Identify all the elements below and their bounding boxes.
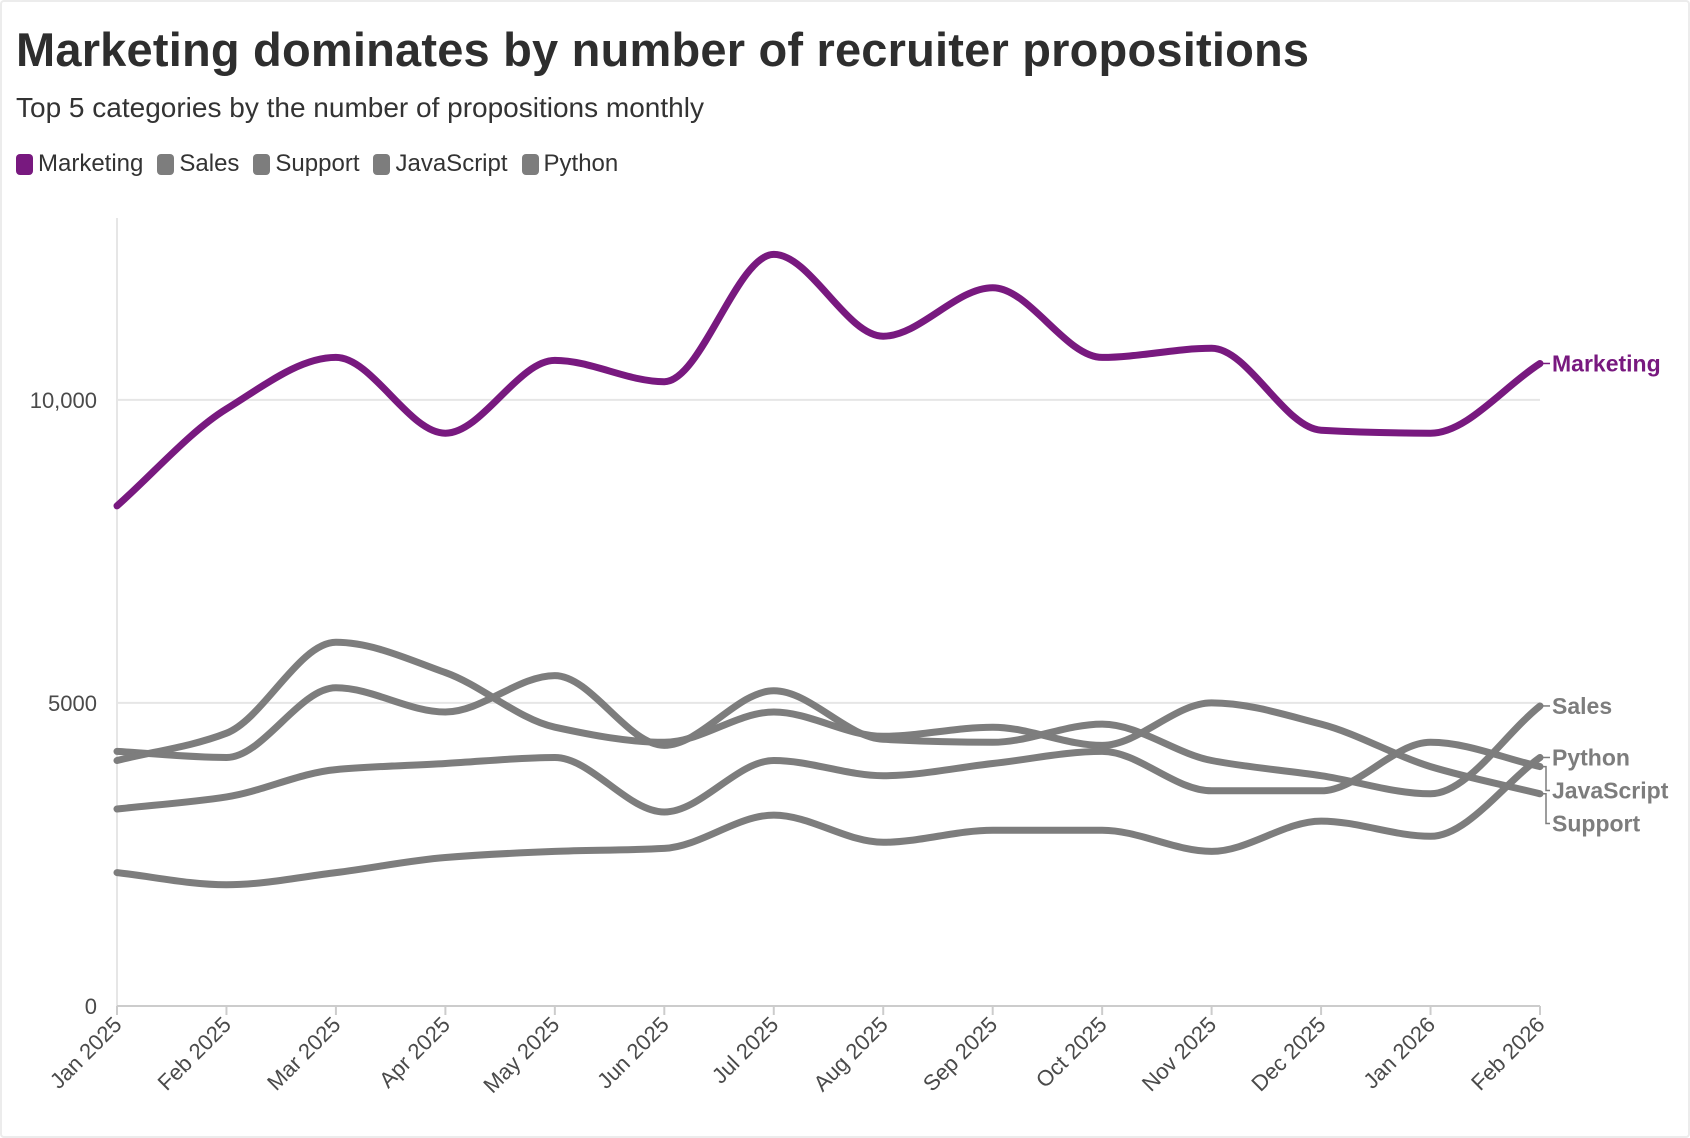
end-label-python: Python <box>1552 744 1630 770</box>
end-label-javascript: JavaScript <box>1552 777 1669 803</box>
legend-label-javascript: JavaScript <box>395 150 508 177</box>
legend-item-support[interactable]: Support <box>253 150 359 178</box>
end-label-connector-javascript <box>1542 765 1550 792</box>
series-line-marketing[interactable] <box>113 250 1544 510</box>
legend-label-sales: Sales <box>179 150 240 177</box>
x-tick-label-nov-2025: Nov 2025 <box>1137 1012 1221 1096</box>
x-tick-label-mar-2025: Mar 2025 <box>262 1012 345 1095</box>
end-label-marketing: Marketing <box>1552 350 1661 376</box>
x-tick-label-aug-2025: Aug 2025 <box>808 1012 892 1096</box>
series-line-python[interactable] <box>113 754 1544 889</box>
x-tick-label-dec-2025: Dec 2025 <box>1246 1012 1330 1096</box>
x-tick-label-feb-2026: Feb 2026 <box>1466 1012 1549 1095</box>
legend-swatch-support <box>253 153 271 175</box>
x-tick-label-jan-2026: Jan 2026 <box>1358 1012 1440 1094</box>
legend-label-support: Support <box>275 150 360 177</box>
chart-subtitle: Top 5 categories by the number of propos… <box>16 92 704 123</box>
series-lines <box>113 250 1544 889</box>
x-tick-label-apr-2025: Apr 2025 <box>374 1012 455 1093</box>
end-labels: Marketing Sales Python JavaScript Support <box>1542 350 1669 836</box>
legend-swatch-marketing <box>16 153 33 175</box>
chart-title: Marketing dominates by number of recruit… <box>16 23 1310 76</box>
series-line-sales[interactable] <box>113 672 1544 798</box>
x-tick-label-jul-2025: Jul 2025 <box>707 1012 784 1089</box>
x-tick-label-jan-2025: Jan 2025 <box>45 1012 127 1094</box>
end-label-support: Support <box>1552 810 1640 836</box>
series-line-javascript[interactable] <box>113 738 1544 816</box>
legend-label-python: Python <box>543 150 619 177</box>
y-tick-label-0: 0 <box>85 994 97 1019</box>
legend-item-marketing[interactable]: Marketing <box>16 150 143 178</box>
legend-swatch-python <box>521 153 539 175</box>
legend-item-python[interactable]: Python <box>521 150 619 178</box>
legend: Marketing Sales Support JavaScript Pytho… <box>16 150 618 178</box>
x-tick-label-sep-2025: Sep 2025 <box>918 1012 1002 1096</box>
x-tick-label-feb-2025: Feb 2025 <box>153 1012 236 1095</box>
x-tick-label-may-2025: May 2025 <box>478 1012 564 1098</box>
gridlines <box>117 398 1540 1007</box>
end-label-sales: Sales <box>1552 693 1612 719</box>
y-tick-label-10000: 10,000 <box>30 388 97 413</box>
legend-swatch-sales <box>157 153 175 175</box>
legend-item-sales[interactable]: Sales <box>157 150 239 178</box>
legend-item-javascript[interactable]: JavaScript <box>373 150 508 178</box>
series-line-support[interactable] <box>113 638 1544 798</box>
x-tick-label-jun-2025: Jun 2025 <box>592 1012 674 1094</box>
end-label-connector-support <box>1542 793 1550 825</box>
x-tick-label-oct-2025: Oct 2025 <box>1031 1012 1112 1093</box>
legend-swatch-javascript <box>373 153 391 175</box>
axes: 0 5000 10,000 Jan 2025 Feb 2025 Mar 2025 Apr 2… <box>30 218 1550 1098</box>
y-tick-label-5000: 5000 <box>48 691 97 716</box>
legend-label-marketing: Marketing <box>38 150 144 177</box>
